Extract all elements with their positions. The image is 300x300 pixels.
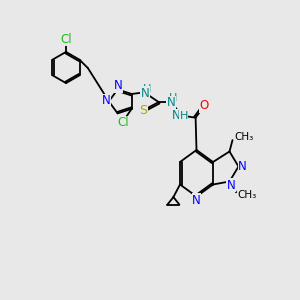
Text: CH₃: CH₃ — [234, 132, 253, 142]
Text: Cl: Cl — [117, 116, 129, 129]
Text: Cl: Cl — [60, 33, 72, 46]
Text: N: N — [101, 95, 110, 108]
Text: Cl: Cl — [117, 116, 129, 129]
Text: N: N — [167, 96, 176, 109]
Text: O: O — [200, 99, 208, 112]
Text: N: N — [172, 110, 181, 122]
Text: H: H — [169, 93, 178, 103]
Text: O: O — [200, 99, 208, 112]
Text: S: S — [140, 104, 147, 117]
Text: H: H — [143, 84, 152, 94]
Text: N: N — [238, 160, 247, 173]
Text: N: N — [167, 96, 176, 109]
Text: H: H — [169, 93, 178, 103]
Text: H: H — [179, 111, 188, 121]
Text: N: N — [192, 194, 201, 207]
Text: N: N — [140, 87, 149, 100]
Text: N: N — [140, 87, 149, 100]
Text: H: H — [143, 84, 152, 94]
Text: N: N — [226, 179, 236, 192]
Text: N: N — [226, 179, 236, 192]
Text: N: N — [113, 79, 122, 92]
Text: N: N — [113, 79, 122, 92]
Text: N: N — [192, 194, 201, 207]
Text: H: H — [179, 111, 188, 121]
Text: Cl: Cl — [60, 33, 72, 46]
Text: CH₃: CH₃ — [237, 190, 256, 200]
Text: N: N — [172, 110, 181, 122]
Text: N: N — [238, 160, 247, 173]
Text: S: S — [140, 104, 147, 117]
Text: N: N — [101, 94, 110, 107]
